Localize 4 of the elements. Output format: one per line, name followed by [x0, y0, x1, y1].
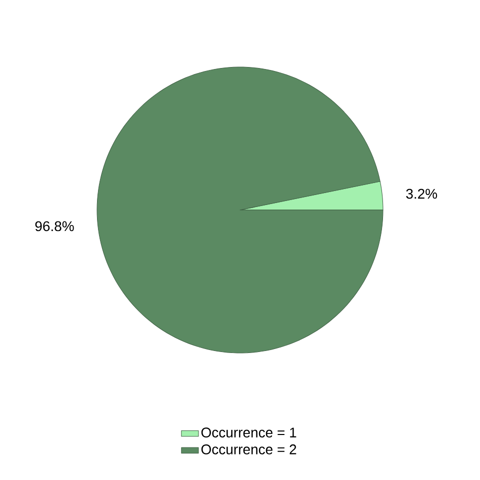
data-label: 3.2%	[406, 188, 438, 199]
data-label: 96.8%	[35, 221, 74, 232]
legend-label: Occurrence = 2	[201, 444, 296, 454]
legend-label: Occurrence = 1	[201, 428, 296, 438]
